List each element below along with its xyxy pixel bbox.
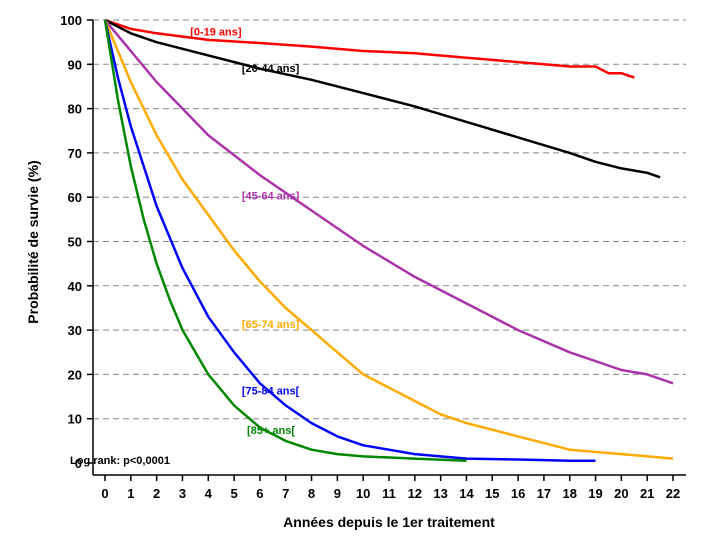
y-ticks: 0 10 20 30 40 50 60 70 80 90 100 (60, 13, 93, 471)
y-tick-label: 10 (68, 412, 82, 427)
series-label: [85+ ans[ (247, 425, 295, 437)
x-tick-label: 5 (230, 486, 237, 501)
y-axis-label: Probabilité de survie (%) (25, 160, 41, 323)
x-tick-label: 6 (256, 486, 263, 501)
axes (92, 20, 686, 476)
x-tick-label: 1 (127, 486, 134, 501)
x-tick-label: 17 (537, 486, 551, 501)
x-tick-label: 16 (511, 486, 525, 501)
y-tick-label: 60 (68, 190, 82, 205)
y-tick-label: 0 (75, 456, 82, 471)
series-label: [75-84 ans[ (242, 385, 300, 397)
y-tick-label: 40 (68, 279, 82, 294)
x-axis-label: Années depuis le 1er traitement (283, 514, 495, 530)
x-tick-label: 13 (433, 486, 447, 501)
series-labels: [0-19 ans] [20-44 ans] [45-64 ans] [65-74 a… (190, 27, 299, 438)
y-tick-label: 100 (60, 13, 82, 28)
y-tick-label: 70 (68, 146, 82, 161)
x-tick-label: 0 (101, 486, 108, 501)
x-tick-label: 22 (666, 486, 680, 501)
y-tick-label: 20 (68, 367, 82, 382)
x-tick-label: 21 (640, 486, 654, 501)
log-rank-annotation: Log rank: p<0,0001 (70, 455, 170, 467)
series-line (103, 19, 467, 463)
x-tick-label: 4 (205, 486, 213, 501)
series-label: [20-44 ans] (242, 63, 300, 75)
series-line (104, 18, 635, 79)
x-ticks: 0 1 2 3 4 5 6 7 8 9 10 11 12 13 14 15 16 17 18 19 20 21 22 (101, 475, 680, 501)
y-tick-label: 30 (68, 323, 82, 338)
x-tick-label: 20 (614, 486, 628, 501)
series-line (104, 19, 674, 385)
y-tick-label: 80 (68, 102, 82, 117)
x-tick-label: 14 (459, 486, 474, 501)
gridlines (93, 19, 686, 420)
series-line (104, 18, 661, 179)
x-tick-label: 8 (308, 486, 315, 501)
x-tick-label: 15 (485, 486, 499, 501)
y-tick-label: 90 (68, 57, 82, 72)
x-tick-label: 18 (562, 486, 576, 501)
x-tick-label: 11 (382, 486, 396, 501)
x-tick-label: 7 (282, 486, 289, 501)
series-label: [0-19 ans] (190, 27, 242, 39)
series-lines (103, 18, 674, 463)
series-label: [45-64 ans] (242, 190, 300, 202)
series-line (103, 19, 674, 460)
x-tick-label: 9 (334, 486, 341, 501)
x-tick-label: 19 (588, 486, 602, 501)
series-line (103, 19, 596, 463)
series-label: [65-74 ans] (242, 319, 300, 331)
x-tick-label: 10 (356, 486, 370, 501)
x-tick-label: 3 (179, 486, 186, 501)
x-tick-label: 12 (408, 486, 422, 501)
x-tick-label: 2 (153, 486, 160, 501)
y-tick-label: 50 (68, 235, 82, 250)
